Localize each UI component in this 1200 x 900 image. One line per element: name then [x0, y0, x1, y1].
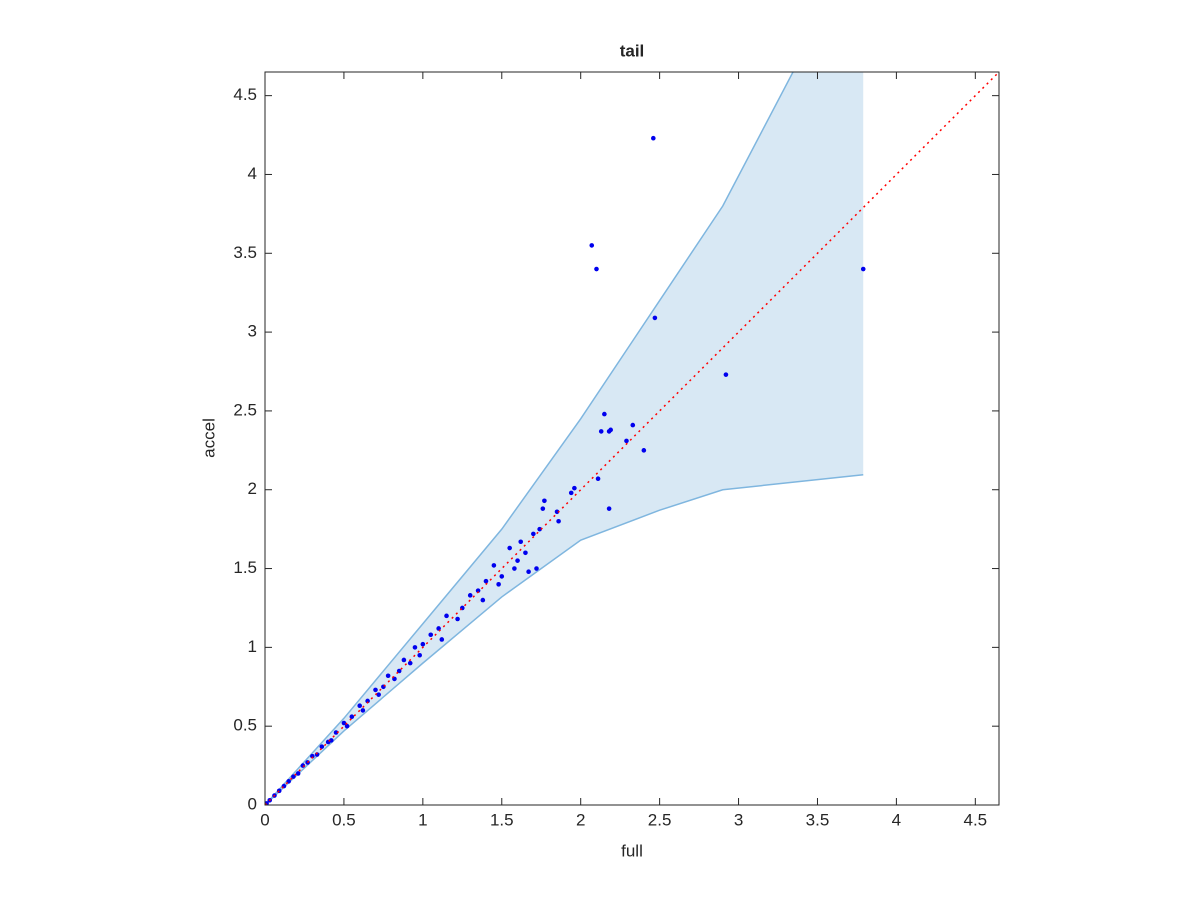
point — [496, 582, 501, 587]
point — [652, 315, 658, 321]
y-tick-label: 4.5 — [233, 85, 257, 104]
point — [483, 578, 489, 584]
x-tick-label: 1 — [418, 810, 427, 829]
point — [491, 563, 497, 568]
point — [344, 723, 350, 729]
point — [630, 422, 636, 428]
x-tick-label: 3 — [734, 810, 743, 829]
point — [401, 657, 407, 663]
point — [512, 566, 517, 571]
point — [602, 411, 607, 417]
y-tick-label: 3.5 — [233, 243, 257, 262]
x-tick-label: 4 — [892, 810, 901, 829]
point — [376, 692, 381, 697]
point — [467, 593, 473, 598]
point — [499, 574, 505, 579]
band-lower-line — [265, 474, 864, 805]
point — [531, 531, 536, 537]
point — [556, 518, 561, 524]
point — [598, 429, 604, 434]
reference-line — [265, 72, 999, 805]
point — [606, 429, 612, 434]
x-axis-label: full — [621, 841, 643, 860]
point — [349, 714, 355, 720]
point — [373, 687, 378, 693]
x-tick-label: 3.5 — [806, 810, 830, 829]
confidence-band — [265, 72, 864, 805]
x-tick-label: 2.5 — [648, 810, 672, 829]
point — [542, 498, 547, 504]
point — [365, 698, 370, 704]
y-tick-label: 1.5 — [233, 558, 257, 577]
point — [480, 597, 486, 603]
y-tick-label: 3 — [248, 322, 257, 341]
point — [407, 660, 413, 666]
chart-title: tail — [620, 41, 645, 60]
y-tick-label: 2 — [248, 479, 257, 498]
point — [537, 526, 542, 532]
x-tick-label: 0 — [260, 810, 269, 829]
point — [341, 720, 347, 726]
point — [295, 771, 301, 776]
point — [624, 438, 629, 444]
point — [595, 476, 601, 481]
point — [568, 490, 574, 496]
point — [360, 708, 366, 713]
y-tick-label: 1 — [248, 637, 257, 656]
point — [572, 485, 577, 491]
x-tick-label: 1.5 — [490, 810, 514, 829]
point — [444, 613, 449, 619]
point — [319, 744, 325, 749]
plot-area — [265, 72, 999, 805]
point — [310, 753, 315, 759]
point — [428, 632, 434, 638]
point — [723, 372, 729, 377]
y-tick-label: 0.5 — [233, 716, 257, 735]
point — [333, 730, 339, 735]
point — [291, 774, 296, 779]
point — [554, 509, 560, 515]
point — [540, 506, 546, 511]
point — [420, 641, 426, 647]
point — [276, 788, 282, 794]
y-axis-label: accel — [199, 418, 218, 458]
point — [651, 135, 656, 141]
point — [439, 637, 445, 642]
point — [606, 506, 612, 511]
band-upper-line — [265, 72, 794, 805]
point — [523, 550, 528, 556]
point — [417, 652, 422, 658]
point — [385, 673, 391, 679]
y-tick-label: 4 — [248, 164, 257, 183]
point — [594, 266, 599, 272]
point — [412, 645, 418, 650]
x-tick-label: 4.5 — [964, 810, 988, 829]
y-tick-label: 2.5 — [233, 400, 257, 419]
point — [641, 448, 647, 453]
y-tick-label: 0 — [248, 794, 257, 813]
axes-box — [264, 71, 1000, 806]
point — [860, 266, 866, 272]
point — [526, 569, 531, 575]
point — [589, 243, 595, 248]
x-tick-label: 2 — [576, 810, 585, 829]
point — [507, 545, 512, 551]
point — [518, 539, 524, 545]
point — [475, 588, 481, 593]
point — [357, 703, 363, 708]
point — [455, 616, 460, 622]
x-tick-label: 0.5 — [332, 810, 356, 829]
point — [515, 558, 520, 563]
point — [534, 566, 539, 571]
